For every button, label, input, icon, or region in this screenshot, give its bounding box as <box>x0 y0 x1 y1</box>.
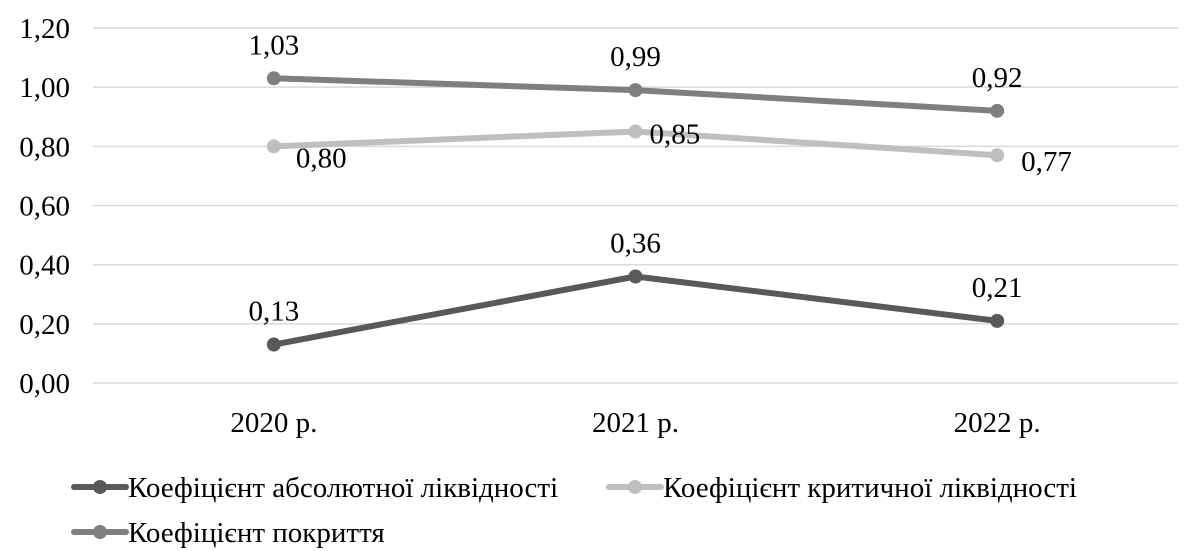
y-tick-label: 0,40 <box>19 250 70 282</box>
data-point <box>266 337 281 352</box>
data-point <box>990 313 1005 328</box>
y-tick-label: 1,20 <box>19 13 70 45</box>
x-tick-label: 2022 р. <box>954 407 1041 439</box>
legend: Коефіцієнт абсолютної ліквідності Коефіці… <box>71 472 1077 549</box>
data-point <box>628 269 643 284</box>
x-axis-tick-labels: 2020 р. 2021 р. 2022 р. <box>230 407 1040 439</box>
series-lines <box>266 71 1005 352</box>
x-tick-label: 2020 р. <box>230 407 317 439</box>
x-tick-label: 2021 р. <box>592 407 679 439</box>
legend-marker <box>93 525 107 539</box>
legend-item: Коефіцієнт покриття <box>71 517 385 549</box>
legend-label: Коефіцієнт покриття <box>128 517 385 549</box>
data-label: 0,99 <box>610 41 661 73</box>
data-labels: 0,13 0,36 0,21 0,80 0,85 0,77 1,03 0,99 0,92 <box>248 29 1071 327</box>
data-point <box>628 83 643 98</box>
data-point <box>266 71 281 86</box>
y-tick-label: 1,00 <box>19 72 70 104</box>
legend-label: Коефіцієнт абсолютної ліквідності <box>128 472 558 504</box>
y-tick-label: 0,00 <box>19 368 70 400</box>
legend-marker <box>93 480 107 494</box>
legend-item: Коефіцієнт абсолютної ліквідності <box>71 472 558 504</box>
data-label: 0,13 <box>248 296 299 328</box>
data-label: 0,92 <box>972 62 1023 94</box>
data-point <box>990 148 1005 163</box>
series-line <box>270 273 1001 348</box>
data-label: 0,21 <box>972 272 1023 304</box>
y-axis-tick-labels: 0,00 0,20 0,40 0,60 0,80 1,00 1,20 <box>19 13 70 400</box>
legend-item: Коефіцієнт критичної ліквідності <box>606 472 1077 504</box>
data-label: 1,03 <box>248 29 299 61</box>
data-point <box>266 139 281 154</box>
data-label: 0,36 <box>610 228 661 260</box>
data-label: 0,77 <box>1021 146 1072 178</box>
data-point <box>990 103 1005 118</box>
y-tick-label: 0,20 <box>19 309 70 341</box>
data-label: 0,80 <box>296 142 347 174</box>
legend-label: Коефіцієнт критичної ліквідності <box>663 472 1077 504</box>
legend-marker <box>628 480 642 494</box>
data-label: 0,85 <box>650 119 701 151</box>
y-tick-label: 0,80 <box>19 131 70 163</box>
y-tick-label: 0,60 <box>19 191 70 223</box>
data-point <box>628 124 643 139</box>
